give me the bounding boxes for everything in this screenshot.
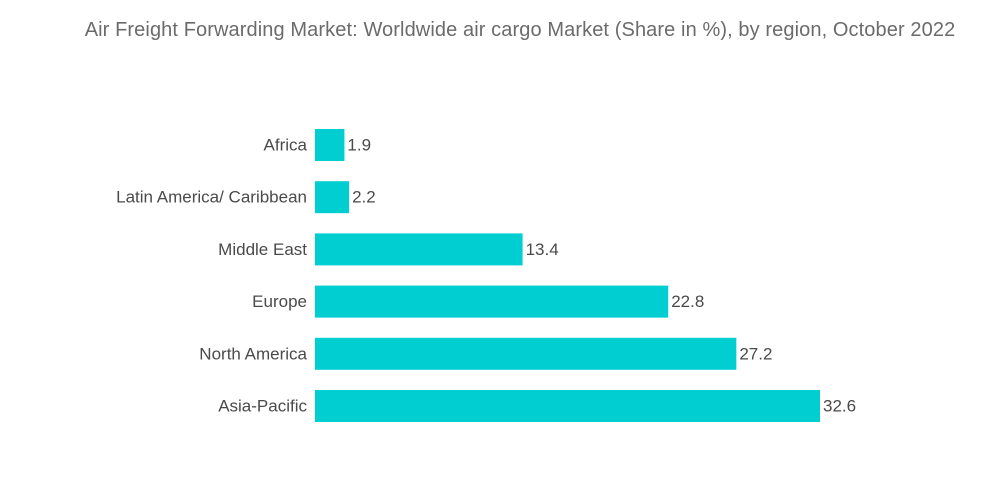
chart-title: Air Freight Forwarding Market: Worldwide…: [84, 19, 956, 41]
bar-north-america: [315, 337, 737, 370]
category-label-middle-east: Middle East: [218, 240, 307, 259]
category-label-latin-america-caribbean: Latin America/ Caribbean: [116, 188, 307, 207]
bar-middle-east: [315, 233, 523, 266]
bar-africa: [315, 129, 345, 161]
value-label-middle-east: 13.4: [526, 240, 559, 259]
value-label-asia-pacific: 32.6: [823, 397, 856, 416]
value-label-north-america: 27.2: [739, 344, 772, 363]
bar-europe: [315, 285, 669, 318]
bar-latin-america-caribbean: [315, 181, 350, 214]
category-label-north-america: North America: [199, 344, 307, 363]
category-label-africa: Africa: [264, 136, 308, 155]
value-label-africa: 1.9: [347, 136, 371, 155]
category-label-asia-pacific: Asia-Pacific: [218, 397, 307, 416]
value-label-latin-america-caribbean: 2.2: [352, 188, 376, 207]
category-label-europe: Europe: [252, 292, 307, 311]
bar-asia-pacific: [315, 390, 820, 422]
value-label-europe: 22.8: [671, 292, 704, 311]
